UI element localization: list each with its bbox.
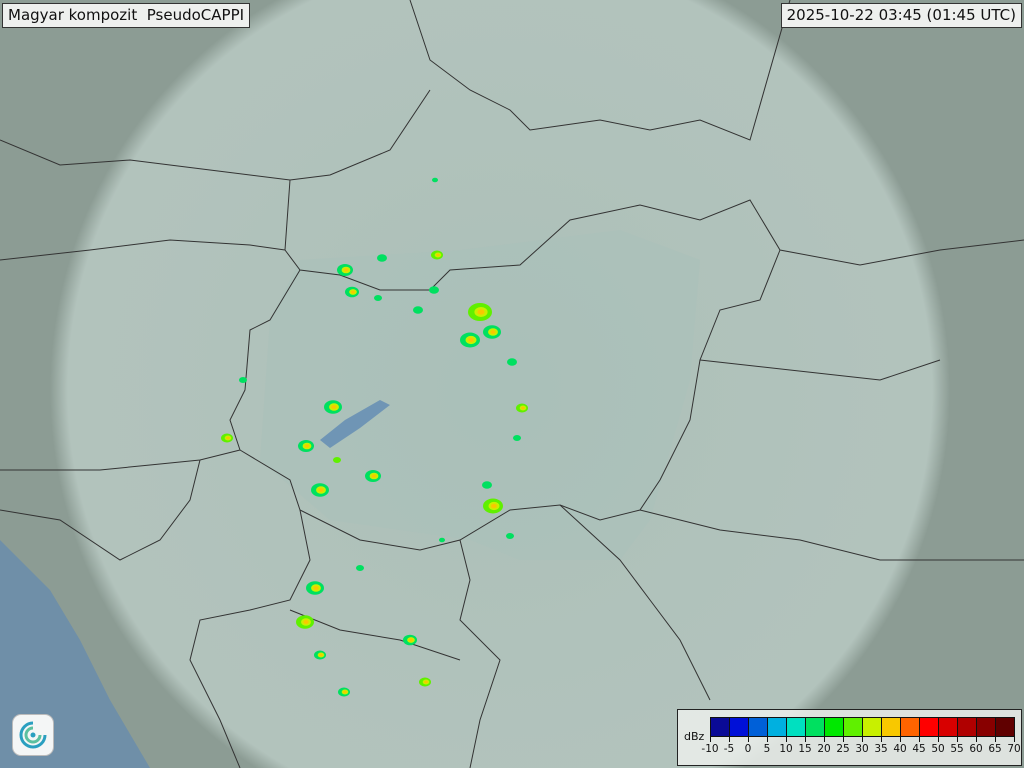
legend-tick-mark [995, 737, 996, 742]
legend-tick-label: 35 [874, 743, 888, 755]
radar-echo [491, 503, 497, 509]
legend-tick-mark [900, 737, 901, 742]
radar-echo [482, 481, 492, 489]
legend-unit: dBz [684, 730, 705, 743]
legend-tick-label: 20 [817, 743, 831, 755]
radar-echo [226, 436, 230, 440]
legend-tick-mark [843, 737, 844, 742]
radar-echo [506, 533, 514, 539]
radar-echo [432, 177, 438, 183]
legend-tick-label: 25 [836, 743, 850, 755]
radar-echo [304, 444, 310, 448]
legend-ticks: -10 -5 0 5 10 15 20 25 30 35 40 45 50 55 60 65 70 [698, 737, 1024, 757]
radar-echo [319, 653, 323, 657]
legend-tick-label: 15 [798, 743, 812, 755]
legend-tick-label: 30 [855, 743, 869, 755]
radar-echo [374, 295, 382, 301]
legend-tick-mark [976, 737, 977, 742]
legend-tick-label: 10 [779, 743, 793, 755]
legend-swatch [787, 718, 806, 736]
met-service-logo[interactable] [12, 714, 54, 756]
radar-echo [468, 337, 474, 343]
radar-echo [356, 565, 364, 571]
radar-echo [424, 680, 428, 684]
radar-echo [521, 406, 525, 410]
lake-balaton [320, 400, 390, 448]
radar-echo [303, 619, 309, 625]
legend-tick-label: -5 [723, 743, 735, 755]
legend-swatch [863, 718, 882, 736]
legend-tick-mark [748, 737, 749, 742]
radar-echo [333, 457, 341, 463]
legend-tick-mark [786, 737, 787, 742]
dbz-legend: dBz -10 -5 0 5 10 15 20 25 30 35 40 45 50 55 60 65 70 [677, 709, 1022, 766]
radar-echo [377, 254, 387, 262]
legend-tick-label: 65 [988, 743, 1002, 755]
radar-echo [239, 377, 247, 383]
radar-coverage [49, 0, 951, 768]
radar-echo [343, 690, 347, 694]
legend-tick-mark [938, 737, 939, 742]
legend-swatch [901, 718, 920, 736]
legend-swatch [996, 718, 1014, 736]
product-title: Magyar kompozit PseudoCAPPI [2, 3, 251, 28]
radar-echo [371, 474, 377, 478]
legend-tick-label: 45 [912, 743, 926, 755]
legend-swatch [749, 718, 768, 736]
legend-tick-mark [862, 737, 863, 742]
sea-adriatic [0, 540, 150, 768]
legend-tick-mark [957, 737, 958, 742]
radar-echo [429, 286, 439, 294]
legend-tick-mark [710, 737, 711, 742]
radar-echo [331, 404, 337, 410]
legend-tick-label: 5 [763, 743, 771, 755]
legend-swatch [806, 718, 825, 736]
legend-color-bar [710, 717, 1015, 737]
radar-echo [477, 309, 485, 315]
legend-tick-mark [1014, 737, 1015, 742]
legend-swatch [844, 718, 863, 736]
legend-tick-label: 60 [969, 743, 983, 755]
timestamp: 2025-10-22 03:45 (01:45 UTC) [780, 3, 1022, 28]
legend-swatch [977, 718, 996, 736]
legend-tick-label: 50 [931, 743, 945, 755]
legend-swatch [768, 718, 787, 736]
radar-echo [318, 487, 324, 493]
legend-swatch [730, 718, 749, 736]
inner-coverage [260, 230, 700, 560]
radar-echo [413, 306, 423, 314]
legend-swatch [825, 718, 844, 736]
radar-echo [436, 253, 440, 257]
legend-tick-label: 70 [1007, 743, 1021, 755]
radar-echo [490, 329, 496, 335]
legend-tick-label: -10 [701, 743, 719, 755]
radar-echo [507, 358, 517, 366]
swirl-logo-icon [19, 721, 47, 749]
legend-tick-label: 0 [744, 743, 752, 755]
radar-echo [439, 537, 445, 543]
legend-tick-mark [729, 737, 730, 742]
legend-tick-label: 55 [950, 743, 964, 755]
radar-echo [350, 290, 356, 294]
legend-swatch [882, 718, 901, 736]
legend-tick-mark [767, 737, 768, 742]
legend-swatch [958, 718, 977, 736]
legend-tick-mark [919, 737, 920, 742]
legend-swatch [920, 718, 939, 736]
radar-echo [513, 435, 521, 441]
radar-echo [408, 638, 414, 642]
legend-tick-mark [824, 737, 825, 742]
legend-tick-label: 40 [893, 743, 907, 755]
legend-swatch [711, 718, 730, 736]
legend-tick-mark [805, 737, 806, 742]
radar-echoes [221, 177, 528, 697]
legend-tick-mark [881, 737, 882, 742]
radar-echo [313, 585, 319, 591]
radar-echo [343, 268, 349, 272]
legend-swatch [939, 718, 958, 736]
